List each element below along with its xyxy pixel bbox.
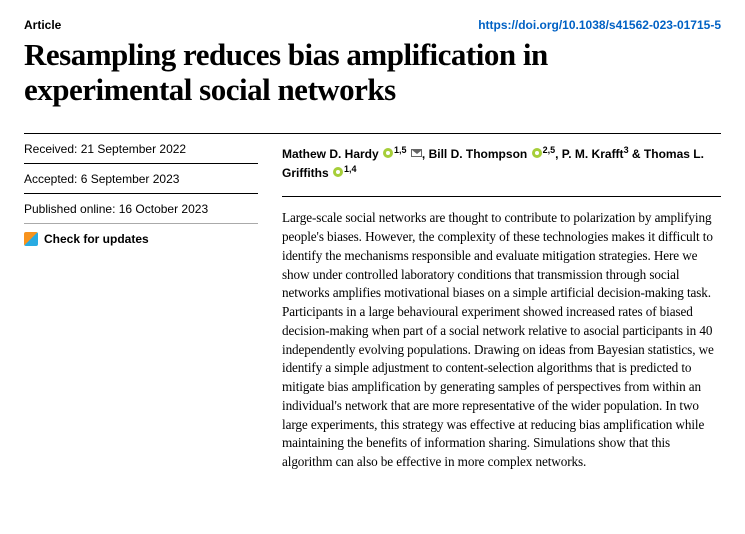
- meta-accepted: Accepted: 6 September 2023: [24, 164, 258, 194]
- article-title: Resampling reduces bias amplification in…: [24, 38, 721, 107]
- author-affiliation: 1,5: [394, 145, 407, 155]
- orcid-icon[interactable]: [383, 148, 393, 158]
- meta-column: Received: 21 September 2022 Accepted: 6 …: [24, 134, 258, 471]
- check-updates-icon: [24, 232, 38, 246]
- meta-received: Received: 21 September 2022: [24, 134, 258, 164]
- author-name[interactable]: Bill D. Thompson: [429, 147, 528, 161]
- meta-published: Published online: 16 October 2023: [24, 194, 258, 224]
- check-updates-link[interactable]: Check for updates: [24, 224, 258, 254]
- author-name[interactable]: P. M. Krafft: [562, 147, 624, 161]
- author-affiliation: 2,5: [543, 145, 556, 155]
- doi-link[interactable]: https://doi.org/10.1038/s41562-023-01715…: [478, 18, 721, 32]
- orcid-icon[interactable]: [333, 167, 343, 177]
- orcid-icon[interactable]: [532, 148, 542, 158]
- check-updates-label: Check for updates: [44, 232, 149, 246]
- author-name[interactable]: Mathew D. Hardy: [282, 147, 379, 161]
- author-list: Mathew D. Hardy 1,5 , Bill D. Thompson 2…: [282, 134, 721, 197]
- abstract-text: Large-scale social networks are thought …: [282, 197, 721, 471]
- mail-icon[interactable]: [411, 149, 422, 157]
- article-type: Article: [24, 18, 61, 32]
- author-affiliation: 1,4: [344, 164, 357, 174]
